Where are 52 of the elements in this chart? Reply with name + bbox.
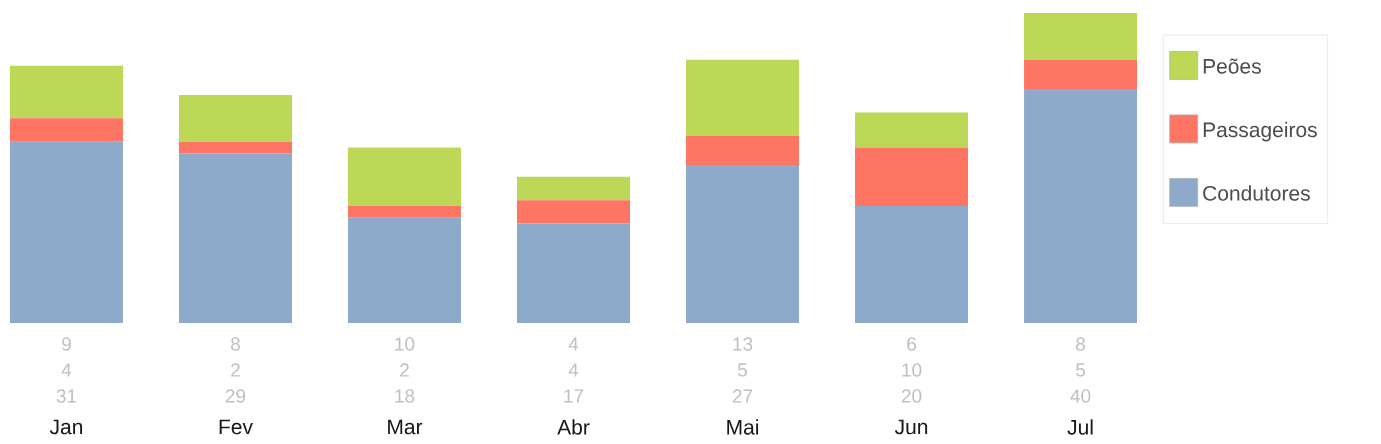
bar: [517, 223, 630, 323]
data-label: 6: [907, 337, 916, 351]
legend-label: Passageiros: [1203, 121, 1317, 142]
bar: [686, 135, 800, 166]
data-label: 29: [225, 389, 246, 403]
bar: [9, 65, 123, 119]
data-label: 9: [62, 337, 71, 351]
legend-label: Condutores: [1203, 185, 1310, 201]
data-label: 20: [901, 389, 922, 403]
data-label: 5: [737, 363, 748, 377]
x-tick-label: Jul: [1067, 419, 1093, 435]
data-label: 10: [902, 363, 922, 377]
bar: [855, 112, 969, 148]
bar: [178, 94, 292, 142]
bar: [855, 206, 969, 323]
data-label: 4: [568, 337, 579, 351]
data-label: 8: [1076, 337, 1086, 351]
data-label: 27: [732, 389, 753, 403]
x-tick-label: Mai: [727, 419, 759, 435]
bar: [517, 200, 630, 224]
bar: [9, 118, 123, 142]
bar: [1024, 59, 1138, 90]
x-tick-label: Jan: [49, 419, 83, 435]
bar: [348, 206, 461, 218]
bar: [1024, 89, 1138, 323]
x-tick-label: Jun: [894, 419, 928, 435]
data-label: 17: [564, 389, 584, 403]
data-label: 4: [568, 363, 579, 377]
bar: [178, 141, 292, 154]
data-label: 8: [231, 337, 240, 351]
bar: [517, 176, 630, 201]
bar: [855, 147, 969, 207]
bar: [9, 141, 123, 323]
x-tick-label: Mar: [388, 419, 423, 435]
bar: [686, 59, 800, 136]
data-label: 2: [400, 363, 409, 377]
data-label: 40: [1070, 389, 1091, 403]
x-tick-label: Abr: [557, 419, 590, 435]
bar: [178, 153, 292, 323]
legend-label: Peões: [1203, 58, 1261, 74]
data-label: 5: [1076, 363, 1086, 377]
bar: [348, 217, 461, 323]
bar: [348, 147, 461, 207]
x-tick-label: Fev: [219, 419, 253, 435]
data-label: 4: [61, 363, 72, 377]
data-label: 2: [231, 363, 240, 377]
data-label: 10: [395, 337, 415, 351]
data-label: 31: [56, 389, 77, 403]
bar: [686, 165, 800, 323]
data-label: 13: [733, 337, 753, 351]
data-label: 18: [395, 389, 415, 403]
bar: [1024, 12, 1138, 60]
